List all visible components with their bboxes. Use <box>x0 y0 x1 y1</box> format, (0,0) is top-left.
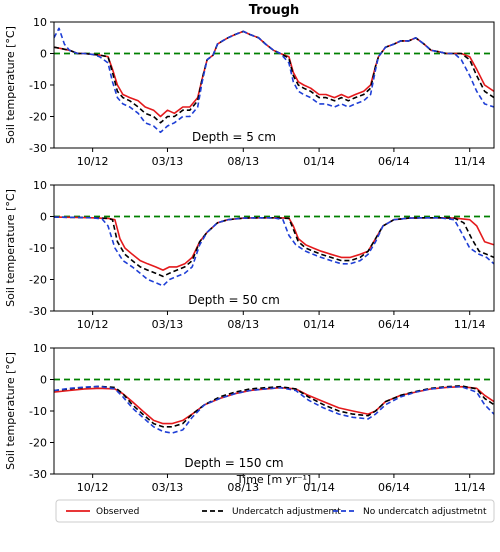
x-tick-label: 03/13 <box>152 481 184 494</box>
x-tick-label: 08/13 <box>227 155 259 168</box>
x-tick-label: 06/14 <box>378 481 410 494</box>
x-tick-label: 10/12 <box>77 318 109 331</box>
x-tick-label: 08/13 <box>227 481 259 494</box>
panel-3: -30 -20 -10 0 10 10/12 03/13 08/13 01/14 06/14 11/… <box>4 342 495 494</box>
y-axis-label: Soil temperature [°C] <box>4 26 17 144</box>
y-tick-label: 10 <box>33 16 47 29</box>
y-tick-label: 10 <box>33 342 47 355</box>
y-axis-label: Soil temperature [°C] <box>4 352 17 470</box>
x-tick-label: 03/13 <box>152 318 184 331</box>
x-tick-label: 01/14 <box>303 155 335 168</box>
x-tick-label: 03/13 <box>152 155 184 168</box>
observed-line <box>54 216 494 271</box>
x-tick-label: 11/14 <box>454 481 486 494</box>
legend-box <box>55 499 495 523</box>
y-axis-label: Soil temperature [°C] <box>4 189 17 307</box>
y-tick-label: 0 <box>40 374 47 387</box>
x-tick-label: 10/12 <box>77 155 109 168</box>
legend: Observed Undercatch adjustmemt No undercat… <box>55 499 495 523</box>
y-tick-label: 10 <box>33 179 47 192</box>
y-tick-label: -20 <box>29 274 47 287</box>
depth-annotation: Depth = 5 cm <box>192 130 276 144</box>
y-tick-label: -10 <box>29 242 47 255</box>
no-undercatch-line <box>54 216 494 287</box>
undercatch-line <box>54 385 494 428</box>
observed-line <box>54 30 494 118</box>
chart-panels: -30 -20 -10 0 10 10/12 03/13 08/13 01/14 06/14 11/… <box>4 16 495 494</box>
no-undercatch-line <box>54 27 494 134</box>
y-tick-label: -20 <box>29 437 47 450</box>
y-tick-label: -30 <box>29 468 47 481</box>
legend-label: Observed <box>96 507 139 517</box>
x-axis-label: Time [m yr⁻¹] <box>236 473 311 486</box>
y-tick-label: 0 <box>40 211 47 224</box>
x-tick-label: 10/12 <box>77 481 109 494</box>
depth-annotation: Depth = 50 cm <box>188 293 280 307</box>
no-undercatch-line <box>54 385 494 434</box>
y-tick-label: -30 <box>29 305 47 318</box>
undercatch-line <box>54 30 494 124</box>
y-tick-label: -10 <box>29 405 47 418</box>
y-tick-label: -30 <box>29 142 47 155</box>
legend-label: No undercatch adjustmetnt <box>363 507 487 517</box>
legend-label: Undercatch adjustmemt <box>232 507 341 517</box>
x-tick-label: 11/14 <box>454 318 486 331</box>
depth-annotation: Depth = 150 cm <box>184 456 283 470</box>
x-tick-label: 11/14 <box>454 155 486 168</box>
panel-2: -30 -20 -10 0 10 10/12 03/13 08/13 01/14 06/14 11/… <box>4 179 495 331</box>
undercatch-line <box>54 216 494 278</box>
x-tick-label: 06/14 <box>378 155 410 168</box>
x-tick-label: 01/14 <box>303 318 335 331</box>
x-tick-label: 01/14 <box>303 481 335 494</box>
x-tick-label: 06/14 <box>378 318 410 331</box>
panel-1: -30 -20 -10 0 10 10/12 03/13 08/13 01/14 06/14 11/… <box>4 16 495 168</box>
chart-title: Trough <box>249 3 300 18</box>
y-tick-label: -20 <box>29 111 47 124</box>
y-tick-label: -10 <box>29 79 47 92</box>
y-tick-label: 0 <box>40 48 47 61</box>
x-tick-label: 08/13 <box>227 318 259 331</box>
